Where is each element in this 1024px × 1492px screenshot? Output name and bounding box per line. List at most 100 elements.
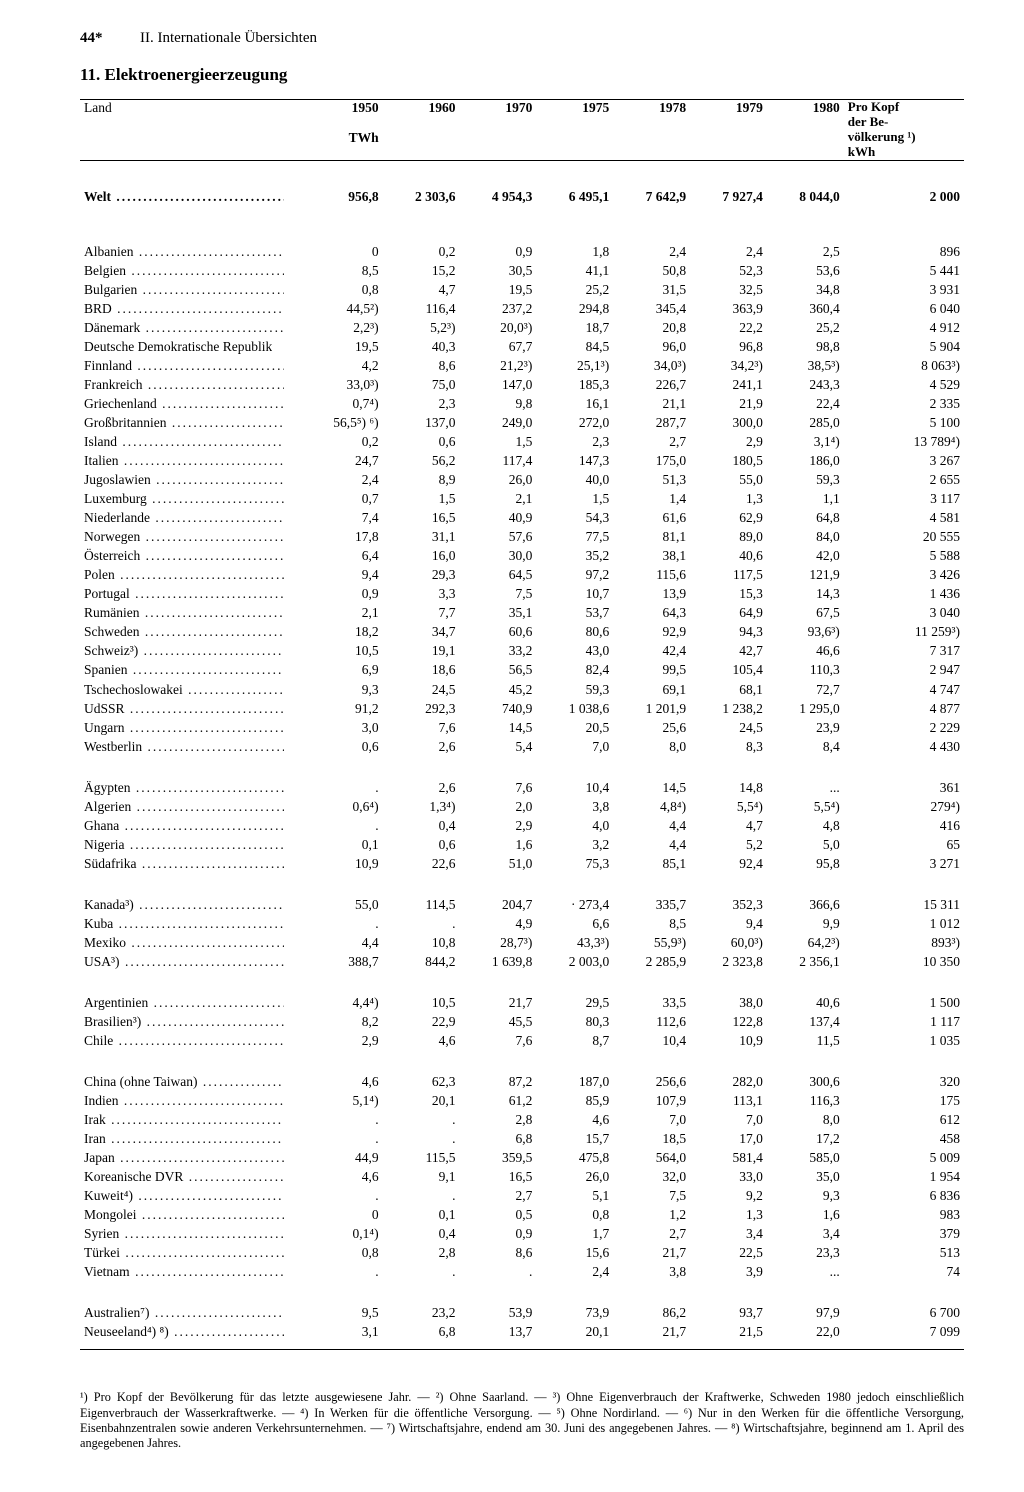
- percapita-l3: völkerung ¹): [848, 129, 916, 144]
- value-cell: 59,3: [536, 682, 613, 701]
- value-cell: 45,2: [459, 682, 536, 701]
- value-cell: 844,2: [383, 954, 460, 973]
- value-cell: 2 335: [844, 396, 964, 415]
- table-row: BRD44,5²)116,4237,2294,8345,4363,9360,46…: [80, 301, 964, 320]
- country-label: Albanien: [84, 244, 284, 260]
- value-cell: 40,9: [459, 510, 536, 529]
- value-cell: 4 877: [844, 701, 964, 720]
- value-cell: 8 044,0: [767, 161, 844, 222]
- country-label: Großbritannien: [84, 415, 284, 431]
- value-cell: 2,4: [536, 1264, 613, 1283]
- value-cell: 75,0: [383, 377, 460, 396]
- country-cell: Türkei: [80, 1245, 298, 1264]
- value-cell: 4 912: [844, 320, 964, 339]
- value-cell: 17,8: [298, 529, 383, 548]
- country-cell: Welt: [80, 161, 298, 222]
- value-cell: 75,3: [536, 856, 613, 875]
- country-cell: Griechenland: [80, 396, 298, 415]
- value-cell: 1 035: [844, 1033, 964, 1052]
- value-cell: 8,6: [459, 1245, 536, 1264]
- country-label: China (ohne Taiwan): [84, 1074, 284, 1090]
- value-cell: 4,8: [767, 818, 844, 837]
- value-cell: 16,1: [536, 396, 613, 415]
- value-cell: 185,3: [536, 377, 613, 396]
- value-cell: 1,2: [613, 1207, 690, 1226]
- table-row: Dänemark2,2³)5,2³)20,0³)18,720,822,225,2…: [80, 320, 964, 339]
- value-cell: 42,0: [767, 548, 844, 567]
- value-cell: 7 642,9: [613, 161, 690, 222]
- value-cell: 0: [298, 1207, 383, 1226]
- value-cell: 2,6: [383, 739, 460, 758]
- value-cell: 180,5: [690, 453, 767, 472]
- value-cell: 8,0: [767, 1112, 844, 1131]
- value-cell: 2 000: [844, 161, 964, 222]
- value-cell: 21,7: [613, 1245, 690, 1264]
- value-cell: 9,4: [690, 916, 767, 935]
- value-cell: .: [383, 1131, 460, 1150]
- value-cell: 335,7: [613, 875, 690, 916]
- value-cell: 2,5: [767, 222, 844, 263]
- value-cell: 96,8: [690, 339, 767, 358]
- country-cell: Neuseeland⁴) ⁸): [80, 1324, 298, 1343]
- value-cell: 9,3: [298, 682, 383, 701]
- value-cell: 10,4: [536, 758, 613, 799]
- value-cell: 77,5: [536, 529, 613, 548]
- table-row: USA³)388,7844,21 639,82 003,02 285,92 32…: [80, 954, 964, 973]
- value-cell: 0,1: [298, 837, 383, 856]
- value-cell: 147,0: [459, 377, 536, 396]
- value-cell: 32,5: [690, 282, 767, 301]
- value-cell: 1,7: [536, 1226, 613, 1245]
- country-cell: Syrien: [80, 1226, 298, 1245]
- value-cell: 33,0: [690, 1169, 767, 1188]
- value-cell: 0,9: [298, 586, 383, 605]
- value-cell: 20 555: [844, 529, 964, 548]
- country-cell: Brasilien³): [80, 1014, 298, 1033]
- country-cell: Tschechoslowakei: [80, 682, 298, 701]
- col-1960: 1960: [383, 100, 460, 130]
- table-row: Kuweit⁴)..2,75,17,59,29,36 836: [80, 1188, 964, 1207]
- value-cell: 68,1: [690, 682, 767, 701]
- value-cell: 585,0: [767, 1150, 844, 1169]
- value-cell: 20,0³): [459, 320, 536, 339]
- table-row: Belgien8,515,230,541,150,852,353,65 441: [80, 263, 964, 282]
- value-cell: 40,0: [536, 472, 613, 491]
- value-cell: 40,3: [383, 339, 460, 358]
- value-cell: 3,2: [536, 837, 613, 856]
- value-cell: 1 012: [844, 916, 964, 935]
- value-cell: 6 836: [844, 1188, 964, 1207]
- value-cell: 361: [844, 758, 964, 799]
- country-label: Polen: [84, 567, 284, 583]
- value-cell: 2,6: [383, 758, 460, 799]
- value-cell: 6,6: [536, 916, 613, 935]
- value-cell: 22,6: [383, 856, 460, 875]
- value-cell: 38,0: [690, 973, 767, 1014]
- table-row: Welt956,82 303,64 954,36 495,17 642,97 9…: [80, 161, 964, 222]
- table-row: Luxemburg0,71,52,11,51,41,31,13 117: [80, 491, 964, 510]
- value-cell: 1 201,9: [613, 701, 690, 720]
- value-cell: 18,6: [383, 662, 460, 681]
- value-cell: 17,2: [767, 1131, 844, 1150]
- table-row: Italien24,756,2117,4147,3175,0180,5186,0…: [80, 453, 964, 472]
- value-cell: 61,2: [459, 1093, 536, 1112]
- table-row: Polen9,429,364,597,2115,6117,5121,93 426: [80, 567, 964, 586]
- page: 44* II. Internationale Übersichten 11. E…: [0, 0, 1024, 1492]
- value-cell: 51,3: [613, 472, 690, 491]
- section-title: 11. Elektroenergieerzeugung: [80, 65, 964, 85]
- value-cell: 4,0: [536, 818, 613, 837]
- country-cell: UdSSR: [80, 701, 298, 720]
- country-cell: Spanien: [80, 662, 298, 681]
- value-cell: 2,9: [459, 818, 536, 837]
- value-cell: 21,9: [690, 396, 767, 415]
- value-cell: 5,1⁴): [298, 1093, 383, 1112]
- value-cell: 8,9: [383, 472, 460, 491]
- value-cell: 31,5: [613, 282, 690, 301]
- value-cell: 513: [844, 1245, 964, 1264]
- value-cell: .: [383, 916, 460, 935]
- table-row: Jugoslawien2,48,926,040,051,355,059,32 6…: [80, 472, 964, 491]
- country-label: BRD: [84, 301, 284, 317]
- country-cell: Kanada³): [80, 875, 298, 916]
- table-row: Portugal0,93,37,510,713,915,314,31 436: [80, 586, 964, 605]
- value-cell: 983: [844, 1207, 964, 1226]
- value-cell: 7,6: [459, 1033, 536, 1052]
- value-cell: 20,8: [613, 320, 690, 339]
